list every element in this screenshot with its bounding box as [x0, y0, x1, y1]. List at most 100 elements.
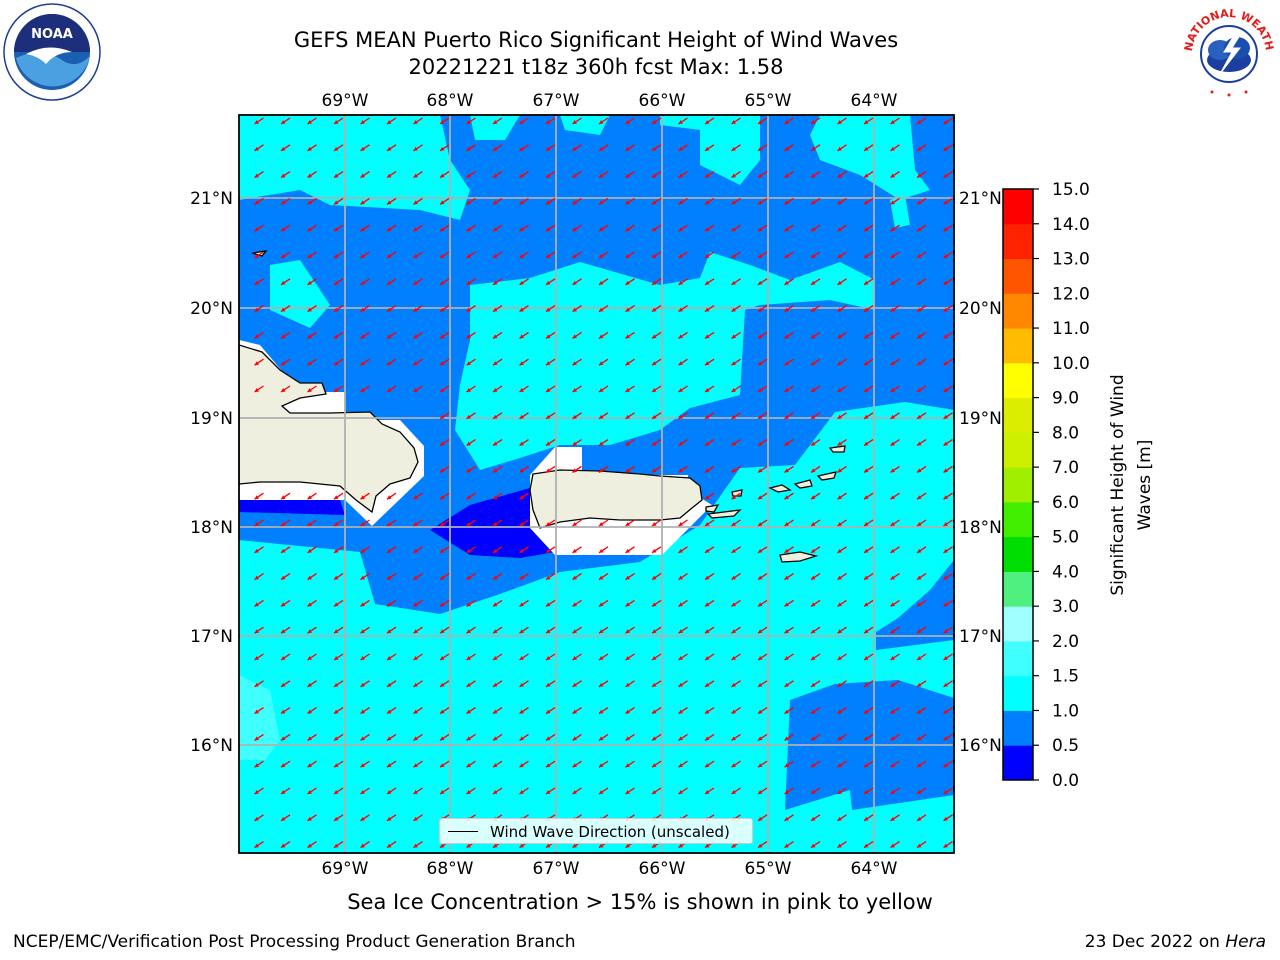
wave-direction-arrow [439, 707, 450, 715]
wave-direction-arrow [890, 305, 900, 313]
wave-direction-arrow [731, 492, 741, 500]
wave-direction-arrow [254, 573, 264, 581]
wave-direction-arrow [492, 171, 503, 179]
wave-direction-arrow [863, 224, 874, 232]
wave-direction-arrow [731, 197, 741, 205]
wave-direction-arrow [466, 358, 476, 366]
wave-direction-arrow [254, 117, 264, 125]
wave-direction-arrow [572, 251, 582, 259]
wave-direction-arrow [731, 439, 741, 447]
wave-direction-arrow [651, 653, 662, 661]
wave-direction-arrow [757, 385, 768, 393]
wave-direction-arrow [333, 760, 344, 768]
wave-direction-arrow [651, 224, 662, 232]
wave-direction-arrow [916, 653, 927, 661]
wave-direction-arrow [890, 787, 900, 795]
svg-text:NOAA: NOAA [31, 27, 73, 42]
wave-direction-arrow [492, 707, 503, 715]
colorbar-tick-label: 10.0 [1052, 354, 1090, 374]
wave-direction-arrow [307, 224, 317, 232]
colorbar-tick-label: 11.0 [1052, 319, 1090, 339]
wave-direction-arrow [386, 680, 397, 688]
wave-direction-arrow [625, 519, 635, 527]
wave-direction-arrow [810, 733, 821, 741]
wave-direction-arrow [545, 171, 556, 179]
wave-direction-arrow [943, 626, 953, 634]
wave-direction-arrow [731, 680, 741, 688]
wave-direction-arrow [943, 680, 953, 688]
wave-direction-arrow [572, 626, 582, 634]
wave-direction-arrow [254, 197, 264, 205]
wave-direction-arrow [625, 439, 635, 447]
wave-direction-arrow [598, 680, 609, 688]
wave-direction-arrow [863, 331, 874, 339]
wave-direction-arrow [943, 599, 953, 607]
wave-direction-arrow [545, 707, 556, 715]
wave-direction-arrow [810, 573, 821, 581]
wave-direction-arrow [466, 599, 476, 607]
lon-label-bottom: 65°W [745, 859, 792, 879]
wave-direction-arrow [757, 358, 768, 366]
wave-direction-arrow [439, 599, 450, 607]
lon-label-top: 67°W [533, 91, 580, 111]
wave-direction-arrow [704, 653, 715, 661]
wave-direction-arrow [757, 653, 768, 661]
wave-direction-arrow [678, 278, 688, 286]
wave-direction-arrow [545, 117, 556, 125]
wave-direction-arrow [360, 519, 370, 527]
chart-title: GEFS MEAN Puerto Rico Significant Height… [293, 28, 899, 52]
wave-direction-arrow [466, 519, 476, 527]
wave-direction-arrow [704, 626, 715, 634]
wave-direction-arrow [466, 278, 476, 286]
lat-label-left: 18°N [190, 518, 233, 538]
wave-direction-arrow [519, 278, 529, 286]
lon-label-top: 68°W [427, 91, 474, 111]
wave-direction-arrow [784, 626, 794, 634]
wave-direction-arrow [678, 412, 688, 420]
wave-direction-arrow [784, 599, 794, 607]
wave-direction-arrow [439, 626, 450, 634]
wave-direction-arrow [810, 680, 821, 688]
wave-direction-arrow [890, 626, 900, 634]
wave-direction-arrow [625, 331, 635, 339]
wave-direction-arrow [280, 224, 291, 232]
lat-label-left: 19°N [190, 409, 233, 429]
wave-direction-arrow [890, 733, 900, 741]
wave-direction-arrow [678, 626, 688, 634]
wave-direction-arrow [280, 546, 291, 554]
wave-direction-arrow [757, 546, 768, 554]
wave-direction-arrow [863, 546, 874, 554]
wave-direction-arrow [651, 385, 662, 393]
wave-direction-arrow [360, 814, 370, 822]
wave-direction-arrow [784, 385, 794, 393]
wave-direction-arrow [651, 278, 662, 286]
wave-direction-arrow [492, 599, 503, 607]
colorbar-tick-label: 1.5 [1052, 667, 1079, 687]
wave-direction-arrow [254, 546, 264, 554]
wave-direction-arrow [651, 519, 662, 527]
wave-direction-arrow [916, 492, 927, 500]
wave-direction-arrow [704, 519, 715, 527]
wave-direction-arrow [784, 251, 794, 259]
wave-direction-arrow [916, 224, 927, 232]
wave-direction-arrow [333, 599, 344, 607]
wave-direction-arrow [333, 841, 344, 849]
wave-direction-arrow [916, 251, 927, 259]
wave-direction-arrow [731, 358, 741, 366]
wave-direction-arrow [360, 680, 370, 688]
wave-direction-arrow [572, 546, 582, 554]
wave-direction-arrow [757, 760, 768, 768]
wave-direction-arrow [810, 465, 821, 473]
nws-logo: NATIONAL WEATHER SERVICE [1180, 2, 1276, 97]
wave-direction-arrow [307, 519, 317, 527]
wave-direction-arrow [625, 385, 635, 393]
host-name: Hera [1225, 932, 1266, 952]
wave-direction-arrow [545, 412, 556, 420]
wave-direction-arrow [492, 385, 503, 393]
wave-direction-arrow [307, 707, 317, 715]
wave-direction-arrow [254, 841, 264, 849]
wave-direction-arrow [492, 331, 503, 339]
wave-direction-arrow [492, 305, 503, 313]
wave-direction-arrow [731, 787, 741, 795]
wave-direction-arrow [916, 787, 927, 795]
